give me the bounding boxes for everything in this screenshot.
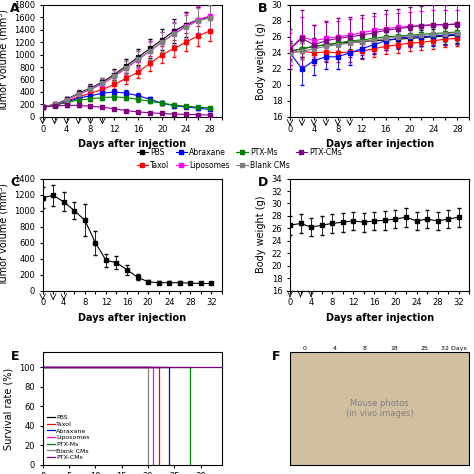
Legend: PBS, Taxol, Abraxane, Liposomes, PTX-Ms, Blank CMs, PTX-CMs: PBS, Taxol, Abraxane, Liposomes, PTX-Ms,… (137, 148, 342, 170)
Y-axis label: Body weight (g): Body weight (g) (256, 22, 266, 100)
Text: 32 Days: 32 Days (441, 346, 467, 351)
Legend: PBS, Taxol, Abraxane, Liposomes, PTX-Ms, Blank CMs, PTX-CMs: PBS, Taxol, Abraxane, Liposomes, PTX-Ms,… (46, 414, 91, 461)
X-axis label: Days after injection: Days after injection (78, 313, 186, 323)
Y-axis label: Tumor volume (mm³): Tumor volume (mm³) (0, 9, 9, 112)
Text: A: A (10, 2, 20, 16)
Text: 18: 18 (391, 346, 399, 351)
Text: D: D (258, 176, 268, 189)
Text: E: E (10, 350, 19, 363)
X-axis label: Days after injection: Days after injection (326, 313, 434, 323)
Text: C: C (10, 176, 19, 189)
Y-axis label: Survival rate (%): Survival rate (%) (4, 367, 14, 449)
Text: 8: 8 (363, 346, 366, 351)
Text: 4: 4 (333, 346, 337, 351)
Y-axis label: Body weight (g): Body weight (g) (256, 196, 266, 273)
Text: Mouse photos
(in vivo images): Mouse photos (in vivo images) (346, 399, 413, 418)
X-axis label: Days after injection: Days after injection (78, 139, 186, 149)
Text: 0: 0 (303, 346, 307, 351)
X-axis label: Days after injection: Days after injection (326, 139, 434, 149)
Text: B: B (258, 2, 267, 16)
Y-axis label: Tumor volume (mm³): Tumor volume (mm³) (0, 183, 9, 286)
Text: F: F (272, 350, 281, 363)
Text: 25: 25 (420, 346, 428, 351)
